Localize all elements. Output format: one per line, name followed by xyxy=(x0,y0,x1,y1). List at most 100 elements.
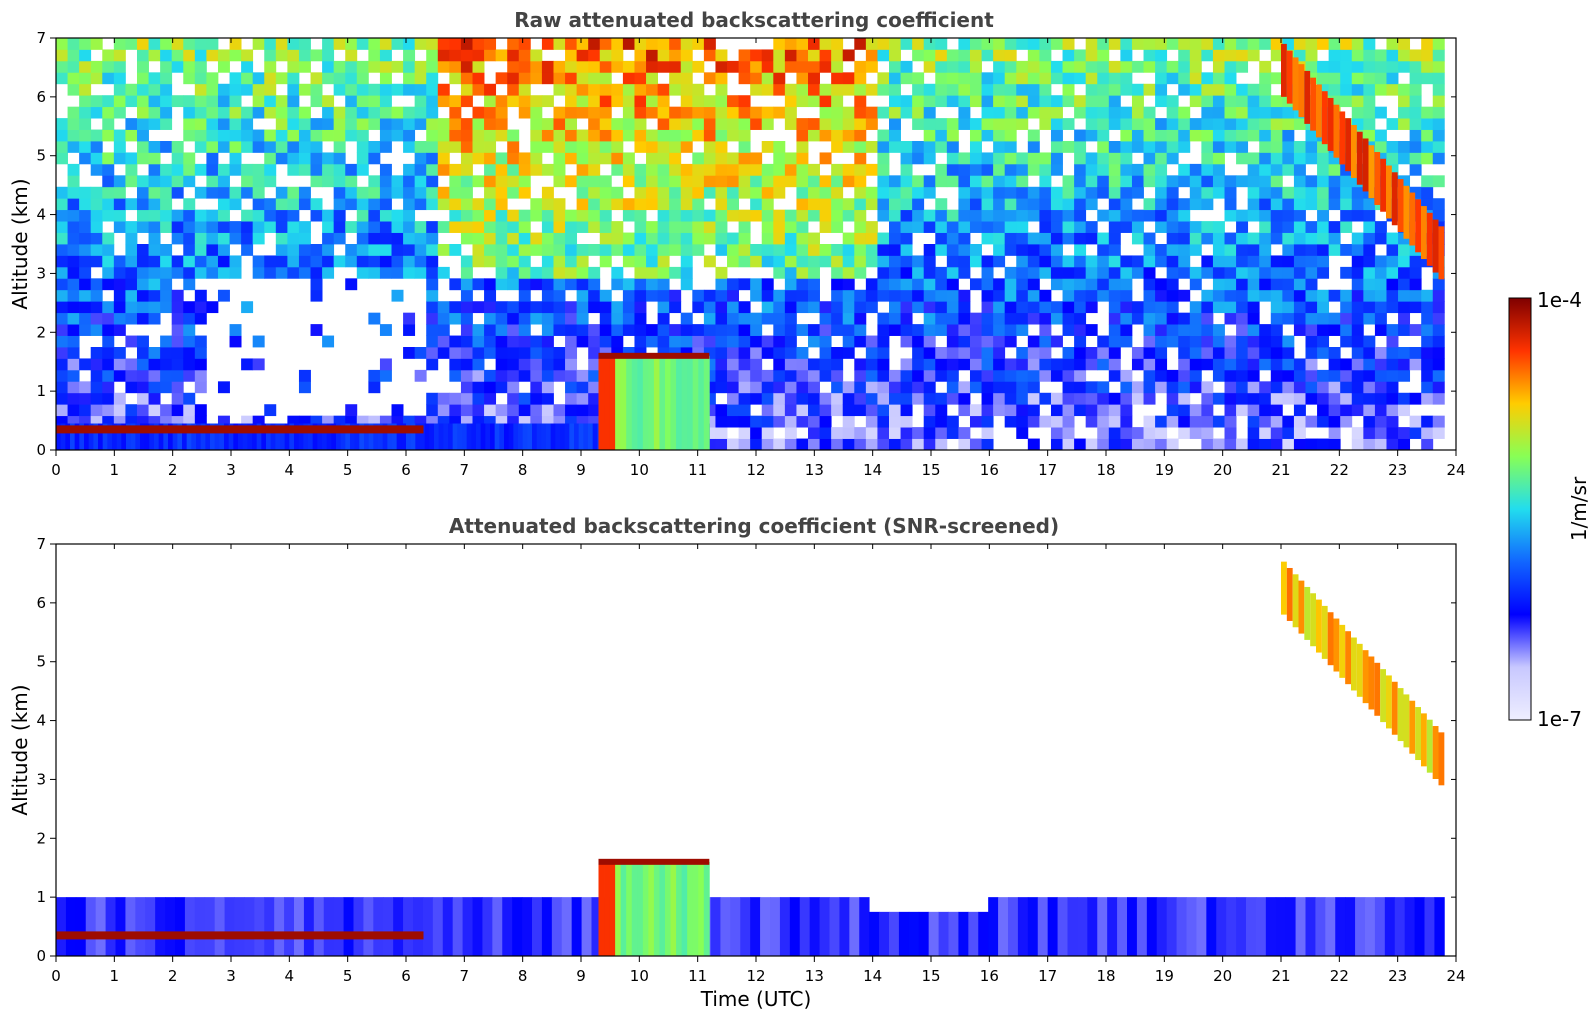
noisy-background-cell xyxy=(1027,381,1040,394)
noisy-background-cell xyxy=(1155,221,1168,233)
noisy-background-cell xyxy=(808,232,820,245)
noisy-background-cell xyxy=(646,278,659,291)
noisy-background-cell xyxy=(773,209,786,222)
noisy-background-cell xyxy=(275,232,288,245)
noisy-background-cell xyxy=(1027,163,1040,176)
noisy-background-cell xyxy=(958,358,971,371)
noisy-background-cell xyxy=(1282,186,1295,199)
noisy-background-cell xyxy=(1224,438,1237,451)
noisy-background-cell xyxy=(669,289,682,302)
noisy-background-cell xyxy=(588,106,601,119)
noisy-background-cell xyxy=(379,163,392,176)
noisy-background-cell xyxy=(946,335,959,348)
noisy-background-cell xyxy=(1293,438,1306,451)
noisy-background-cell xyxy=(171,301,184,314)
noisy-background-cell xyxy=(1155,369,1168,382)
noisy-background-cell xyxy=(1016,381,1029,394)
noisy-background-cell xyxy=(912,83,925,96)
noisy-background-cell xyxy=(576,244,589,256)
noisy-background-cell xyxy=(1305,358,1318,371)
noisy-background-cell xyxy=(784,106,797,119)
noisy-background-cell xyxy=(541,244,554,256)
boundary-layer-cell xyxy=(196,423,202,450)
noisy-background-cell xyxy=(1398,404,1411,417)
noisy-background-cell xyxy=(1050,221,1063,233)
noisy-background-cell xyxy=(1062,301,1075,314)
boundary-layer-cell xyxy=(373,897,384,956)
cirrus-band-cell xyxy=(1374,662,1381,716)
noisy-background-cell xyxy=(160,106,173,119)
noisy-background-cell xyxy=(1340,186,1353,199)
x-tick-label: 19 xyxy=(1155,967,1174,985)
noisy-background-cell xyxy=(264,404,277,417)
noisy-background-cell xyxy=(1108,347,1121,359)
noisy-background-cell xyxy=(426,324,439,336)
noisy-background-cell xyxy=(1363,72,1376,85)
noisy-background-cell xyxy=(1328,83,1341,96)
cirrus-band-cell xyxy=(1415,199,1421,253)
noisy-background-cell xyxy=(472,198,485,211)
y-tick-label: 1 xyxy=(36,382,46,400)
noisy-background-cell xyxy=(1004,129,1017,142)
noisy-background-cell xyxy=(738,244,751,256)
noisy-background-cell xyxy=(1270,415,1283,428)
noisy-background-cell xyxy=(1432,369,1445,382)
noisy-background-cell xyxy=(703,301,716,314)
noisy-background-cell xyxy=(923,209,936,222)
noisy-background-cell xyxy=(1282,255,1295,268)
cirrus-band-cell xyxy=(1391,681,1398,735)
noisy-background-cell xyxy=(1351,392,1364,405)
boundary-layer-cell xyxy=(214,423,220,450)
noisy-background-cell xyxy=(900,255,913,268)
noisy-background-cell xyxy=(900,392,913,405)
noisy-background-cell xyxy=(1062,198,1075,211)
noisy-background-cell xyxy=(646,221,659,233)
noisy-background-cell xyxy=(1062,278,1075,291)
noisy-background-cell xyxy=(1328,358,1341,371)
boundary-layer-cell xyxy=(84,423,90,450)
noisy-background-cell xyxy=(183,221,196,233)
noisy-background-cell xyxy=(750,152,763,165)
noisy-background-cell xyxy=(1236,209,1249,222)
noisy-background-cell xyxy=(588,324,601,336)
noisy-background-cell xyxy=(1363,95,1376,108)
noisy-background-cell xyxy=(79,244,92,256)
noisy-background-cell xyxy=(125,301,138,314)
noisy-background-cell xyxy=(160,244,173,256)
boundary-layer-cell xyxy=(432,897,444,956)
noisy-background-cell xyxy=(784,381,797,394)
noisy-background-cell xyxy=(1143,209,1156,222)
noisy-background-cell xyxy=(669,38,682,50)
noisy-background-cell xyxy=(1074,244,1087,256)
noisy-background-cell xyxy=(1374,255,1387,268)
aerosol-column-cell xyxy=(609,861,616,956)
noisy-background-cell xyxy=(1317,198,1330,211)
noisy-background-cell xyxy=(322,72,335,85)
noisy-background-cell xyxy=(368,95,381,108)
noisy-background-cell xyxy=(727,198,739,211)
noisy-background-cell xyxy=(1143,266,1156,279)
noisy-background-cell xyxy=(1340,72,1353,85)
noisy-background-cell xyxy=(796,381,809,394)
noisy-background-cell xyxy=(472,404,485,417)
noisy-background-cell xyxy=(889,118,901,130)
noisy-background-cell xyxy=(1317,266,1330,279)
noisy-background-cell xyxy=(622,38,635,50)
noisy-background-cell xyxy=(611,244,624,256)
noisy-background-cell xyxy=(784,301,797,314)
noisy-background-cell xyxy=(1143,347,1156,359)
noisy-background-cell xyxy=(784,404,797,417)
noisy-background-cell xyxy=(426,60,439,73)
noisy-background-cell xyxy=(958,347,971,359)
noisy-background-cell xyxy=(819,60,832,73)
noisy-background-cell xyxy=(935,72,948,85)
boundary-layer-cell xyxy=(144,423,150,450)
noisy-background-cell xyxy=(1386,49,1399,62)
boundary-layer-cell xyxy=(112,423,118,450)
noisy-background-cell xyxy=(993,358,1006,371)
noisy-background-cell xyxy=(854,392,867,405)
cirrus-band-cell xyxy=(1380,158,1386,212)
noisy-background-cell xyxy=(1328,232,1341,245)
boundary-layer-cell xyxy=(928,911,939,956)
boundary-layer-cell xyxy=(254,897,265,956)
